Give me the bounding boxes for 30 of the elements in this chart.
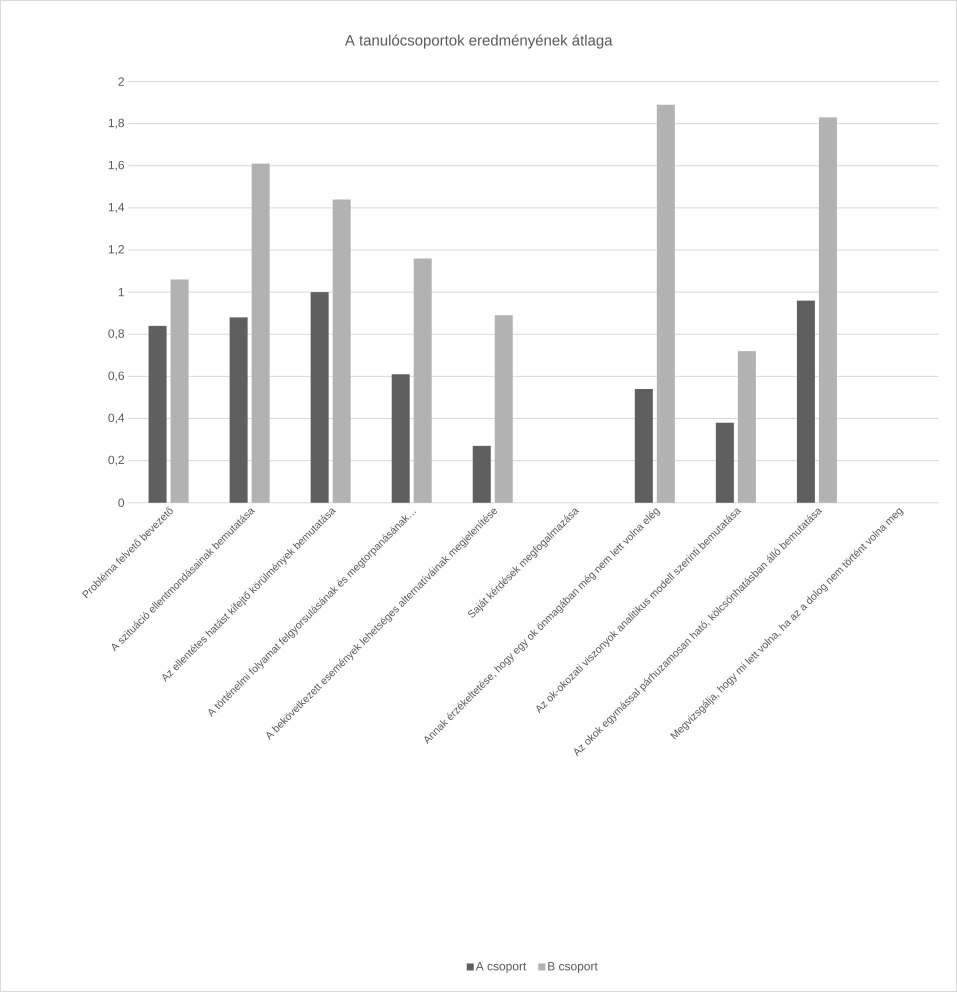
bar [656,104,675,503]
y-tick-label: 1 [118,288,124,296]
y-tick-label: 0 [118,498,124,507]
y-tick-label: 1,6 [108,160,124,171]
bar [472,446,491,503]
y-tick-label: 1,2 [108,245,124,255]
y-tick-label: 0,6 [108,371,124,382]
bar [818,117,837,503]
bar [414,258,432,503]
bar [392,374,410,503]
y-tick-label: 1,8 [108,118,124,129]
bar [170,280,189,503]
bar [148,326,167,503]
bar [252,164,270,503]
y-tick-label: 0,4 [108,414,124,424]
bar [230,317,248,503]
y-tick-label: 1,4 [108,203,124,213]
legend-label: B csoport [548,962,598,973]
legend-label: A csoport [476,962,526,973]
chart-title: A tanulócsoportok eredményének átlaga [344,34,613,49]
bar [634,389,653,503]
bar [494,315,513,503]
bar [310,292,329,503]
y-tick-label: 2 [118,77,124,86]
bar [716,422,734,503]
bar [738,351,756,503]
bar [796,300,815,503]
y-tick-label: 0,8 [108,329,124,340]
bar [332,199,351,503]
y-tick-label: 0,2 [108,456,124,466]
